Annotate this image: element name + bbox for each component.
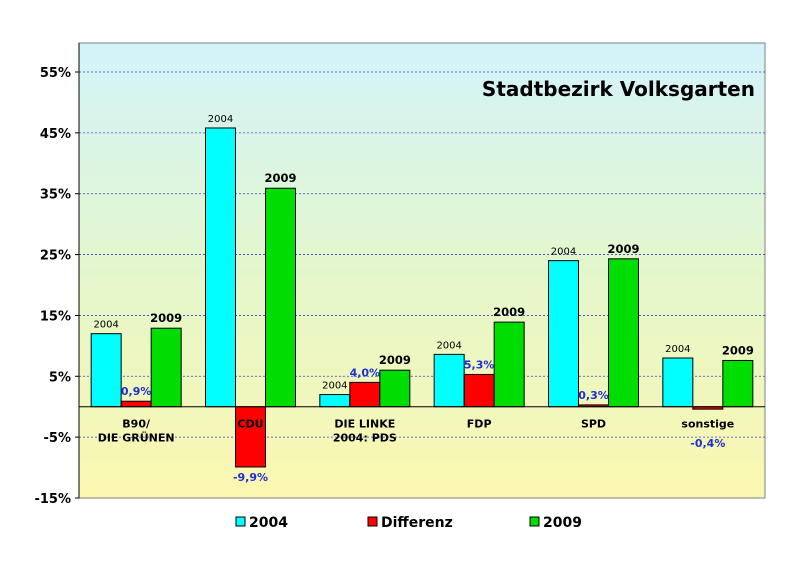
y-tick-label: 45% — [40, 127, 71, 142]
bar-2004 — [205, 127, 236, 408]
label-2004: 2004 — [665, 344, 690, 355]
label-2004: 2004 — [436, 340, 461, 351]
y-tick-label: 35% — [40, 188, 71, 203]
category-label: DIE GRÜNEN — [98, 431, 175, 445]
bar-labels: 20040,9%20092004-9,9%200920044,0%2009200… — [93, 114, 753, 484]
bar-2009 — [722, 359, 754, 408]
label-2004: 2004 — [322, 381, 347, 392]
bar-2004 — [319, 394, 351, 408]
bars — [90, 127, 754, 468]
legend-swatch — [235, 516, 246, 527]
legend-swatch — [529, 516, 540, 527]
bar-2009 — [493, 321, 525, 408]
category-label: B90/ — [122, 418, 151, 431]
label-differenz: 0,3% — [578, 389, 609, 402]
bar-2009 — [379, 369, 411, 408]
bar-differenz — [349, 381, 381, 408]
bar-2009 — [608, 258, 639, 408]
chart-title: Stadtbezirk Volksgarten — [482, 77, 755, 101]
category-label: SPD — [581, 418, 606, 431]
category-label: FDP — [467, 418, 492, 431]
bar-2009 — [265, 187, 296, 408]
category-label: 2004: PDS — [333, 432, 397, 445]
label-2009: 2009 — [722, 343, 754, 357]
category-label: CDU — [237, 418, 263, 431]
label-differenz: 4,0% — [350, 366, 381, 379]
legend-label: 2009 — [543, 515, 582, 531]
bar-differenz — [120, 400, 152, 408]
bar-differenz — [235, 406, 266, 468]
bar-2004 — [433, 353, 465, 408]
label-differenz: -0,4% — [690, 437, 725, 450]
label-2004: 2004 — [93, 320, 118, 331]
label-2009: 2009 — [379, 353, 411, 367]
label-differenz: 5,3% — [464, 358, 495, 371]
bar-differenz — [463, 373, 495, 408]
category-label: sonstige — [681, 418, 734, 431]
category-label: DIE LINKE — [334, 418, 395, 431]
y-tick-label: -15% — [34, 492, 71, 507]
label-differenz: 0,9% — [121, 385, 152, 398]
label-2009: 2009 — [150, 311, 182, 325]
legend-label: 2004 — [249, 515, 288, 531]
y-tick-label: 5% — [49, 370, 71, 385]
label-2009: 2009 — [493, 305, 525, 319]
y-tick-label: 25% — [40, 249, 71, 264]
y-tick-label: 55% — [40, 66, 71, 81]
legend-label: Differenz — [381, 515, 453, 531]
bar-2004 — [90, 333, 122, 408]
bar-2009 — [150, 327, 182, 408]
bar-2004 — [548, 260, 579, 408]
label-2004: 2004 — [208, 114, 233, 125]
label-2004: 2004 — [551, 247, 576, 258]
y-tick-label: 15% — [40, 309, 71, 324]
label-2009: 2009 — [264, 171, 296, 185]
y-tick-label: -5% — [44, 431, 71, 446]
legend: 2004 Differenz 2009 — [235, 515, 582, 531]
bar-2004 — [662, 357, 694, 408]
plot-area — [78, 42, 766, 499]
legend-swatch — [367, 516, 378, 527]
y-axis: 55% 45% 35% 25% 15% 5% -5% -15% — [34, 43, 80, 507]
label-differenz: -9,9% — [233, 471, 268, 484]
label-2009: 2009 — [607, 242, 639, 256]
